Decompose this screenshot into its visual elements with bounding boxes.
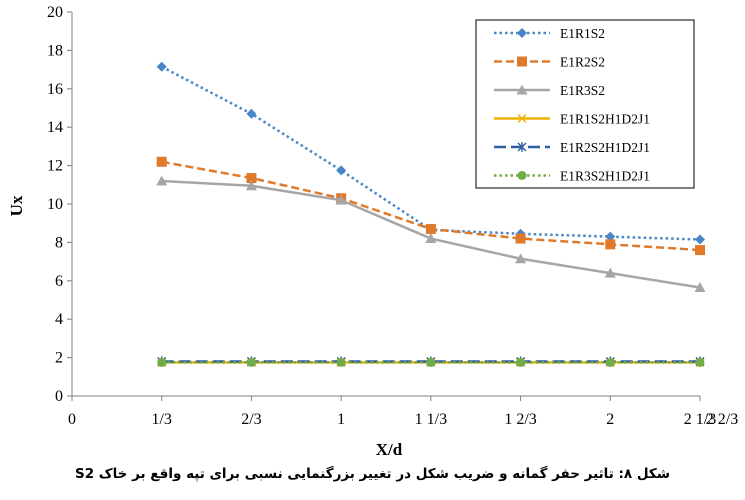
data-point xyxy=(336,357,346,367)
legend-item: E1R2S2H1D2J1 xyxy=(494,140,650,155)
legend-item: E1R1S2 xyxy=(494,26,605,41)
data-point xyxy=(515,233,526,244)
legend-marker xyxy=(517,28,527,38)
series-6 xyxy=(157,357,705,367)
data-point xyxy=(336,165,347,176)
data-point xyxy=(425,233,437,244)
x-tick-label: 1/3 xyxy=(151,411,171,428)
data-point xyxy=(426,357,436,367)
x-tick-label: 1 1/3 xyxy=(415,411,447,428)
y-tick-label: 12 xyxy=(47,158,63,175)
legend-marker xyxy=(517,113,527,124)
y-axis-title: Ux xyxy=(7,195,26,216)
y-tick-label: 14 xyxy=(47,119,63,136)
y-tick-label: 0 xyxy=(55,388,63,405)
legend-label: E1R2S2 xyxy=(560,55,605,70)
data-point xyxy=(604,267,616,278)
legend-label: E1R1S2 xyxy=(560,26,605,41)
y-tick-label: 20 xyxy=(47,4,63,21)
y-tick-label: 6 xyxy=(55,273,63,290)
y-tick-label: 18 xyxy=(47,42,63,59)
legend-marker xyxy=(517,142,527,152)
legend: E1R1S2 E1R2S2 E1R3S2 E1R1S2H1D2J1 E1R2S2H1D2… xyxy=(475,19,695,189)
data-point xyxy=(515,253,527,264)
x-tick-label: 2 2/3 xyxy=(706,411,738,428)
x-tick-label: 1 2/3 xyxy=(504,411,536,428)
data-point xyxy=(246,108,257,119)
legend-item: E1R3S2H1D2J1 xyxy=(494,169,650,184)
data-point xyxy=(425,223,436,234)
data-point xyxy=(156,175,168,186)
series-3 xyxy=(156,175,706,293)
data-point xyxy=(157,357,167,367)
figure-caption: شکل ۸: تاثیر حفر گمانه و ضریب شکل در تغی… xyxy=(74,466,671,482)
chart-axes xyxy=(67,11,701,401)
data-point xyxy=(245,180,257,191)
legend-label: E1R3S2 xyxy=(560,83,605,98)
legend-item: E1R1S2H1D2J1 xyxy=(494,112,650,127)
data-point xyxy=(695,357,705,367)
y-tick-label: 4 xyxy=(55,311,63,328)
legend-box xyxy=(475,19,695,189)
data-series xyxy=(156,61,706,367)
data-point xyxy=(156,61,167,72)
x-axis-title: X/d xyxy=(376,440,403,459)
data-point xyxy=(335,194,347,205)
y-tick-label: 16 xyxy=(47,81,63,98)
x-tick-label: 2/3 xyxy=(241,411,261,428)
x-tick-label: 1 xyxy=(337,411,345,428)
x-tick-label: 2 xyxy=(606,411,614,428)
data-point xyxy=(695,234,705,245)
data-point xyxy=(516,357,526,367)
y-tick-label: 2 xyxy=(55,350,63,367)
x-tick-labels: 0 1/3 2/3 1 1 1/3 1 2/3 2 2 1/32 2/3 xyxy=(68,411,738,428)
legend-marker xyxy=(517,171,527,180)
data-point xyxy=(605,357,615,367)
x-tick-label: 0 xyxy=(68,411,76,428)
legend-label: E1R2S2H1D2J1 xyxy=(560,140,650,155)
data-point xyxy=(156,156,167,167)
legend-item: E1R2S2 xyxy=(494,55,605,70)
data-point xyxy=(694,282,706,293)
data-point xyxy=(605,239,616,250)
data-point xyxy=(246,173,257,184)
y-tick-label: 10 xyxy=(47,196,63,213)
legend-marker xyxy=(516,84,528,95)
data-point xyxy=(695,245,705,256)
legend-label: E1R3S2H1D2J1 xyxy=(560,169,650,184)
legend-marker xyxy=(517,56,527,67)
data-point xyxy=(246,357,256,367)
data-point xyxy=(605,231,616,242)
y-tick-label: 8 xyxy=(55,234,63,251)
legend-item: E1R3S2 xyxy=(494,83,605,98)
legend-label: E1R1S2H1D2J1 xyxy=(560,112,650,127)
x-tick-label: 2 1/3 xyxy=(684,411,716,428)
y-tick-labels: 0 2 4 6 8 10 12 14 16 18 20 xyxy=(47,4,63,405)
